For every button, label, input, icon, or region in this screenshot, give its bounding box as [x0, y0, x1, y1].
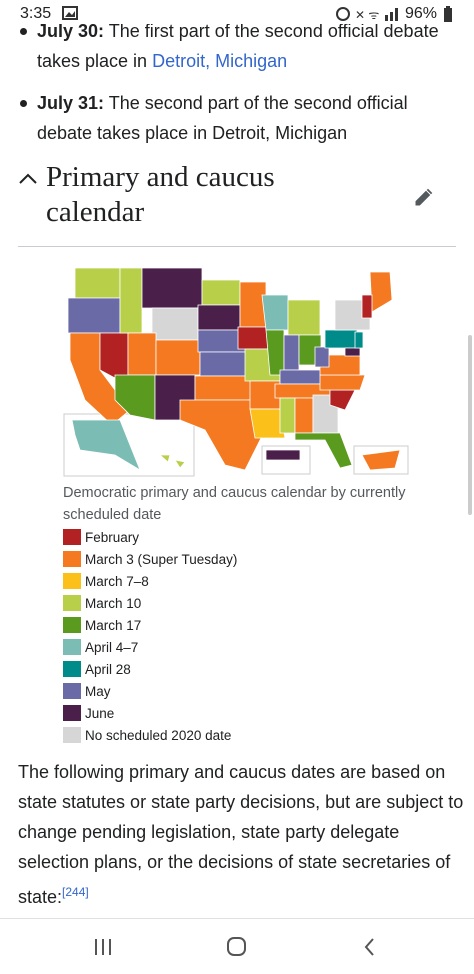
map-region: [127, 332, 157, 376]
map-region: [344, 347, 361, 357]
bullet-text: The second part of the second official d…: [37, 93, 408, 143]
map-region: [261, 294, 289, 331]
legend-item: April 4–7: [63, 637, 138, 659]
map-region: [67, 297, 121, 334]
legend-swatch: [63, 660, 81, 677]
nav-divider: [0, 918, 474, 919]
map-region: [197, 304, 241, 331]
svg-text:✕ ᯤ: ✕ ᯤ: [355, 8, 379, 22]
map-region: [249, 408, 286, 439]
legend-label: April 4–7: [85, 640, 139, 655]
legend-item: February: [63, 527, 139, 549]
bullet: July 30: The first part of the second of…: [20, 21, 460, 76]
legend-swatch: [63, 550, 81, 567]
map-region: [324, 329, 358, 349]
legend-label: No scheduled 2020 date: [85, 728, 232, 743]
legend-label: February: [85, 530, 140, 545]
legend-item: No scheduled 2020 date: [63, 725, 231, 747]
legend-swatch: [63, 616, 81, 633]
inset-frame: [261, 445, 311, 475]
legend-item: March 17: [63, 615, 141, 637]
map-region: [158, 454, 171, 463]
status-icons: ✕ ᯤ: [336, 7, 398, 22]
map-region: [294, 397, 314, 434]
bullet-text: The first part of the second official de…: [37, 21, 439, 71]
battery-level: 96%: [405, 5, 438, 22]
map-region: [334, 299, 371, 331]
map-region: [199, 351, 251, 377]
legend-swatch: [63, 638, 81, 655]
legend-item: April 28: [63, 659, 131, 681]
legend-item: March 3 (Super Tuesday): [63, 549, 237, 571]
legend-swatch: [63, 726, 81, 743]
link[interactable]: Detroit, Michigan: [152, 51, 288, 71]
battery-icon: [444, 6, 452, 22]
map-region: [141, 267, 203, 309]
section-heading: Primary and caucus calendar: [46, 161, 275, 228]
figure-caption: Democratic primary and caucus calendar b…: [63, 485, 406, 523]
scrollbar: [468, 335, 472, 515]
legend-swatch: [63, 704, 81, 721]
legend-label: March 3 (Super Tuesday): [85, 552, 238, 567]
home-button[interactable]: [227, 937, 246, 956]
map-region: [361, 449, 401, 471]
bullet-date: July 30:: [37, 21, 105, 41]
legend-label: May: [85, 684, 111, 699]
back-button[interactable]: [364, 938, 374, 956]
legend-item: May: [63, 681, 111, 703]
legend-label: March 17: [85, 618, 142, 633]
separator: [18, 246, 456, 247]
legend-label: June: [85, 706, 115, 721]
map-region: [294, 432, 353, 469]
legend-swatch: [63, 572, 81, 589]
map-region: [279, 369, 326, 385]
map-region: [265, 449, 301, 461]
legend-item: June: [63, 703, 114, 725]
map-region: [361, 294, 373, 319]
bullet: July 31: The second part of the second o…: [20, 88, 460, 148]
map-region: [155, 339, 201, 376]
legend-item: March 7–8: [63, 571, 149, 593]
map-region: [71, 419, 141, 471]
edit-button[interactable]: [412, 185, 436, 209]
status-time: 3:35: [20, 5, 52, 22]
nav-bar: [95, 937, 374, 956]
map-region: [287, 299, 321, 336]
map-region: [201, 279, 241, 306]
map-region: [74, 267, 121, 299]
map-region: [279, 397, 296, 434]
legend-swatch: [63, 528, 81, 545]
map-region: [319, 374, 366, 391]
map-region: [119, 267, 143, 334]
collapse-chevron[interactable]: [18, 172, 38, 186]
map: [63, 267, 409, 477]
map-region: [283, 334, 300, 371]
paragraph: The following primary and caucus dates a…: [18, 757, 464, 912]
gallery-icon: [62, 6, 78, 20]
reference-link[interactable]: [244]: [62, 885, 89, 899]
paragraph-text: The following primary and caucus dates a…: [18, 762, 464, 907]
legend-label: March 10: [85, 596, 142, 611]
legend-label: April 28: [85, 662, 131, 677]
map-region: [314, 346, 330, 368]
legend-swatch: [63, 682, 81, 699]
map-region: [151, 307, 199, 341]
map-region: [237, 326, 271, 350]
inset-frame: [353, 445, 409, 475]
map-region: [354, 331, 364, 349]
legend-item: March 10: [63, 593, 141, 615]
map-region: [174, 459, 186, 469]
bullet-date: July 31:: [37, 93, 105, 113]
legend-label: March 7–8: [85, 574, 149, 589]
map-region: [239, 281, 267, 328]
map-region: [114, 374, 156, 421]
map-region: [369, 271, 393, 313]
recent-apps-button[interactable]: [95, 939, 111, 955]
legend-swatch: [63, 594, 81, 611]
